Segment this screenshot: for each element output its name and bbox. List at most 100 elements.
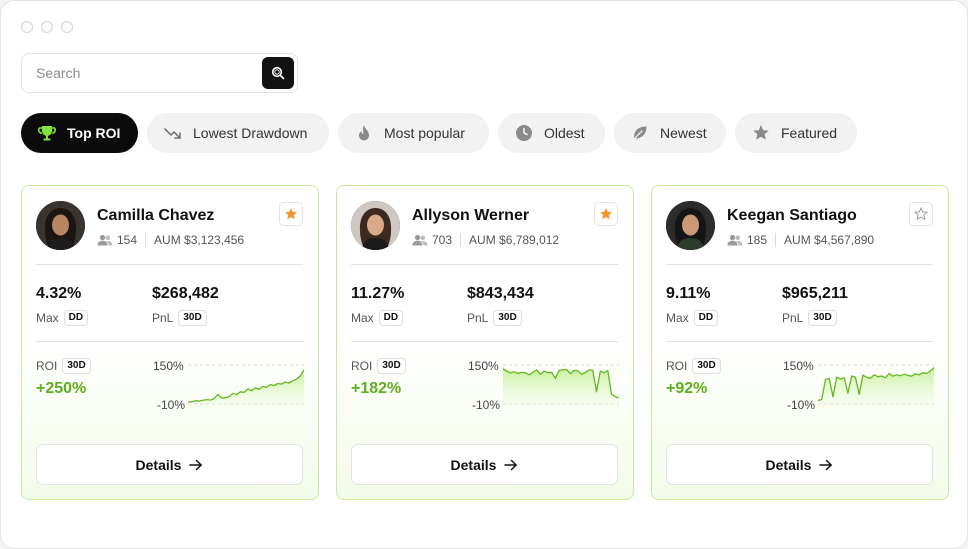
aum-value: AUM $4,567,890 [784,233,875,247]
arrow-right-icon [819,459,833,470]
label-text: ROI [351,359,373,373]
arrow-right-icon [504,459,518,470]
roi-sparkline [188,364,304,408]
sparkline-line [503,368,619,399]
label-text: ROI [666,359,688,373]
tab-label: Most popular [384,125,465,141]
tab-newest[interactable]: Newest [614,113,726,153]
avatar [36,201,85,250]
pnl-label: PnL 30D [782,310,837,326]
sparkline-line [188,369,304,403]
favorite-button[interactable] [909,202,933,226]
label-text: PnL [152,311,174,325]
tab-label: Lowest Drawdown [193,125,308,141]
roi-sparkline [503,364,619,408]
star-icon [600,208,612,220]
period-chip: 30D [493,310,522,326]
label-text: PnL [782,311,804,325]
divider [36,264,303,265]
filter-tabs: Top ROI Lowest Drawdown Most popular [21,113,857,153]
followers-value: 703 [432,233,453,247]
trophy-icon [37,123,57,143]
followers-count: 185 [727,233,767,247]
avatar [666,201,715,250]
users-icon [97,234,113,246]
label-text: PnL [467,311,489,325]
details-label: Details [135,456,182,473]
sparkline-line [818,366,934,401]
window-close-button[interactable] [21,21,33,33]
period-chip: 30D [62,358,91,374]
trader-name[interactable]: Camilla Chavez [97,207,215,224]
meta-divider [145,233,147,247]
tab-oldest[interactable]: Oldest [498,113,605,153]
label-text: ROI [36,359,58,373]
details-button[interactable]: Details [666,444,933,485]
roi-label: ROI 30D [351,358,406,374]
search-input[interactable] [36,54,266,92]
trader-card: Keegan Santiago 185 AUM $4,567,890 9.11%… [651,185,949,500]
max-drawdown-label: Max DD [36,310,89,326]
users-icon [412,234,428,246]
details-button[interactable]: Details [351,444,618,485]
aum-value: AUM $6,789,012 [469,233,560,247]
tab-lowest-drawdown[interactable]: Lowest Drawdown [147,113,329,153]
roi-sparkline [818,364,934,408]
leaf-icon [630,123,650,143]
window-minimize-button[interactable] [41,21,53,33]
roi-value: +92% [666,380,708,397]
followers-count: 154 [97,233,137,247]
clock-icon [514,123,534,143]
star-icon [285,208,297,220]
trader-meta: 154 AUM $3,123,456 [97,233,244,247]
trader-name[interactable]: Allyson Werner [412,207,530,224]
users-icon [727,234,743,246]
trader-card: Camilla Chavez 154 AUM $3,123,456 4.32% … [21,185,319,500]
tab-label: Newest [660,125,707,141]
tab-label: Top ROI [67,125,121,141]
chart-axis-bottom: -10% [472,398,501,412]
period-chip: 30D [808,310,837,326]
max-drawdown-value: 11.27% [351,285,405,302]
tab-label: Oldest [544,125,585,141]
max-drawdown-label: Max DD [351,310,404,326]
trader-card: Allyson Werner 703 AUM $6,789,012 11.27%… [336,185,634,500]
pnl-value: $843,434 [467,285,534,302]
divider [351,341,618,342]
tab-featured[interactable]: Featured [735,113,857,153]
divider [36,341,303,342]
divider [666,341,933,342]
tab-most-popular[interactable]: Most popular [338,113,489,153]
sparkline-area [503,368,619,408]
roi-label: ROI 30D [666,358,721,374]
meta-divider [460,233,462,247]
details-button[interactable]: Details [36,444,303,485]
dd-chip: DD [693,310,719,326]
trader-meta: 185 AUM $4,567,890 [727,233,874,247]
followers-value: 154 [117,233,138,247]
followers-value: 185 [747,233,768,247]
window-controls [21,21,73,33]
favorite-button[interactable] [279,202,303,226]
search-button[interactable] [262,57,294,89]
dd-chip: DD [63,310,89,326]
max-drawdown-value: 9.11% [666,285,711,302]
trader-name[interactable]: Keegan Santiago [727,207,857,224]
window-maximize-button[interactable] [61,21,73,33]
chart-axis-bottom: -10% [157,398,186,412]
dd-chip: DD [378,310,404,326]
tab-label: Featured [781,125,838,141]
chart-axis-top: 150% [153,359,184,373]
followers-count: 703 [412,233,452,247]
tab-top-roi[interactable]: Top ROI [21,113,138,153]
favorite-button[interactable] [594,202,618,226]
period-chip: 30D [178,310,207,326]
chart-axis-bottom: -10% [787,398,816,412]
chart-axis-top: 150% [468,359,499,373]
details-label: Details [450,456,497,473]
max-drawdown-label: Max DD [666,310,719,326]
trader-meta: 703 AUM $6,789,012 [412,233,559,247]
max-drawdown-value: 4.32% [36,285,82,302]
aum-value: AUM $3,123,456 [154,233,245,247]
